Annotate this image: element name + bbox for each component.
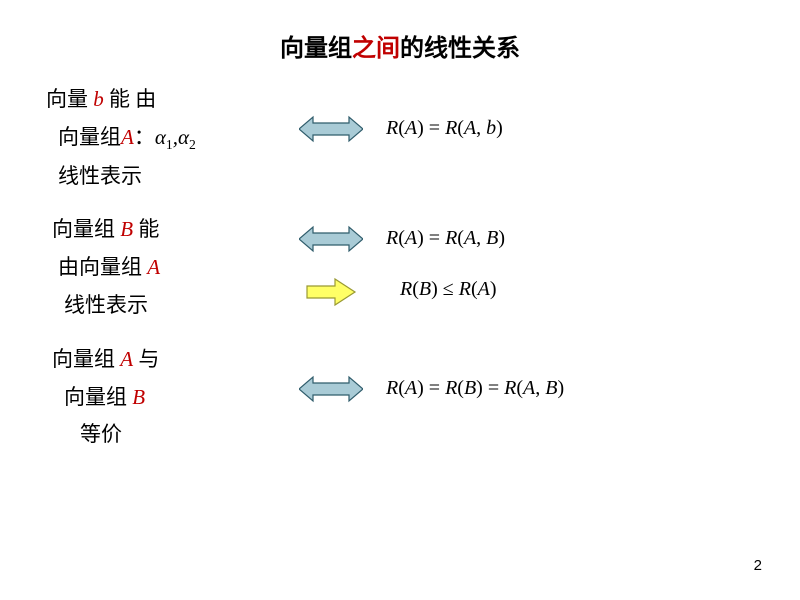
- text: 向量: [46, 87, 88, 111]
- text: 向量组: [52, 347, 115, 371]
- row2-statement: 向量组 B 能 由向量组 A 线性表示: [46, 211, 276, 324]
- text: 能: [138, 217, 159, 241]
- row3-arrows: [276, 341, 386, 403]
- text: 向量组: [52, 217, 115, 241]
- text: 等价: [46, 416, 276, 454]
- relation-row-3: 向量组 A 与 向量组 B 等价 R(A) = R(B) = R(A, B): [46, 341, 760, 454]
- row2-equations: R(A) = R(A, B) R(B) ≤ R(A): [386, 211, 760, 301]
- equation: R(A) = R(A, b): [386, 117, 760, 140]
- text: 与: [138, 347, 159, 371]
- symbol-b: b: [93, 87, 104, 111]
- text: 向量组: [58, 125, 121, 149]
- rightarrow-icon: [305, 277, 357, 307]
- row1-arrows: [276, 81, 386, 143]
- symbol-B: B: [132, 385, 145, 409]
- row3-equations: R(A) = R(B) = R(A, B): [386, 341, 760, 400]
- symbol-A: A: [121, 125, 134, 149]
- alpha1: α1: [155, 125, 173, 149]
- symbol-A: A: [147, 255, 160, 279]
- biarrow-icon: [299, 115, 363, 143]
- row1-equations: R(A) = R(A, b): [386, 81, 760, 140]
- content-area: 向量 b 能 由 向量组A：α1,α2 线性表示 R(A) = R(A, b) …: [0, 63, 800, 454]
- biarrow-icon: [299, 225, 363, 253]
- row1-statement: 向量 b 能 由 向量组A：α1,α2 线性表示: [46, 81, 276, 195]
- text: 向量组: [64, 385, 127, 409]
- equation: R(A) = R(B) = R(A, B): [386, 377, 760, 400]
- title-part3: 的线性关系: [400, 35, 520, 62]
- row3-statement: 向量组 A 与 向量组 B 等价: [46, 341, 276, 454]
- symbol-B: B: [120, 217, 133, 241]
- alpha2: α2: [178, 125, 196, 149]
- symbol-A: A: [120, 347, 133, 371]
- relation-row-2: 向量组 B 能 由向量组 A 线性表示 R(A) = R(A, B) R(: [46, 211, 760, 324]
- equation: R(B) ≤ R(A): [386, 278, 760, 301]
- page-number: 2: [754, 557, 762, 574]
- title-accent: 之间: [352, 35, 400, 62]
- text: 线性表示: [46, 287, 276, 325]
- biarrow-icon: [299, 375, 363, 403]
- title-part1: 向量组: [280, 35, 352, 62]
- equation: R(A) = R(A, B): [386, 227, 760, 250]
- relation-row-1: 向量 b 能 由 向量组A：α1,α2 线性表示 R(A) = R(A, b): [46, 81, 760, 195]
- row2-arrows: [276, 211, 386, 307]
- text: 由向量组: [58, 255, 142, 279]
- text: 能 由: [109, 87, 156, 111]
- text: 线性表示: [46, 158, 276, 196]
- page-title: 向量组之间的线性关系: [0, 0, 800, 63]
- text: ：: [134, 125, 155, 149]
